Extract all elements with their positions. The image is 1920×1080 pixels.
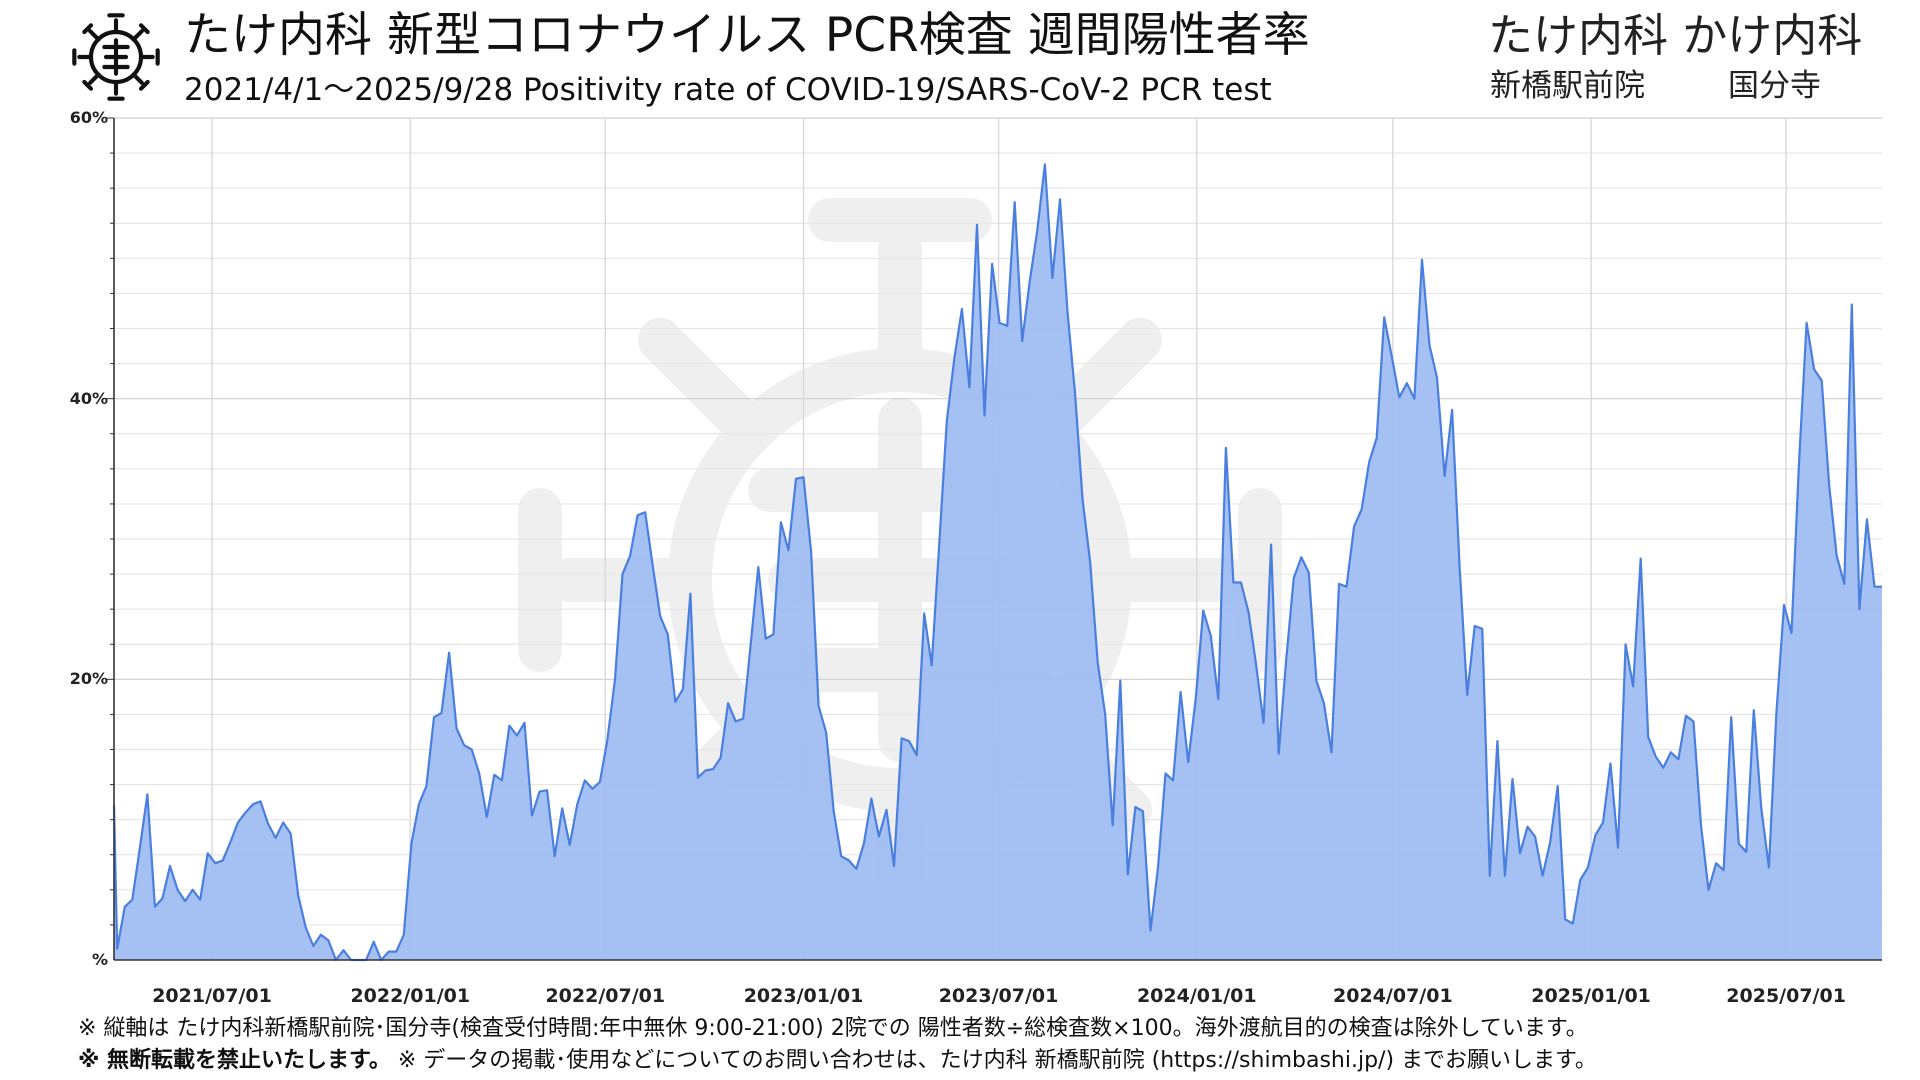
y-tick-label: 40% (69, 388, 108, 408)
watermark-stroke-2 (808, 198, 992, 392)
x-tick-label: 2025/07/01 (1726, 985, 1846, 1007)
clinic-logo (72, 13, 160, 101)
footnote-copyright: ※ 無断転載を禁止いたします。 ※ データの掲載･使用などについてのお問い合わせ… (78, 1047, 1597, 1075)
watermark-stroke-4 (518, 488, 712, 672)
chart-title: たけ内科 新型コロナウイルス PCR検査 週間陽性者率 (184, 8, 1310, 63)
axes (106, 117, 1882, 961)
x-tick-label: 2024/01/01 (1136, 985, 1257, 1007)
footnote-contact: ※ データの掲載･使用などについてのお問い合わせは、たけ内科 新橋駅前院 (ht… (397, 1048, 1597, 1073)
footnote-method: ※ 縦軸は たけ内科新橋駅前院･国分寺(検査受付時間:年中無休 9:00-21:… (78, 1016, 1588, 1041)
series-area (114, 164, 1882, 961)
footnote-no-reprint: ※ 無断転載を禁止いたします。 (78, 1048, 391, 1073)
y-tick-label: % (91, 950, 108, 969)
x-tick-label: 2023/01/01 (743, 985, 864, 1007)
clinic-locations: 新橋駅前院 国分寺 (1490, 66, 1821, 106)
watermark-stroke-5 (1088, 488, 1282, 672)
chart-subtitle: 2021/4/1〜2025/9/28 Positivity rate of CO… (184, 72, 1272, 108)
x-tick-label: 2024/07/01 (1333, 985, 1453, 1007)
clinic-names: たけ内科 かけ内科 (1488, 9, 1863, 62)
y-tick-label: 60% (69, 108, 108, 127)
location-kokubunji: 国分寺 (1728, 68, 1821, 104)
watermark-logo (518, 198, 1282, 902)
location-shimbashi: 新橋駅前院 (1490, 68, 1645, 104)
y-tick-label: 20% (69, 669, 108, 689)
x-tick-label: 2021/07/01 (152, 985, 272, 1007)
watermark-stroke-1 (748, 398, 1052, 762)
x-tick-label: 2022/01/01 (350, 985, 471, 1007)
x-tick-label: 2022/07/01 (545, 985, 666, 1007)
x-tick-label: 2023/07/01 (938, 985, 1059, 1007)
series-line (112, 163, 1882, 962)
x-tick-label: 2025/01/01 (1531, 985, 1651, 1007)
